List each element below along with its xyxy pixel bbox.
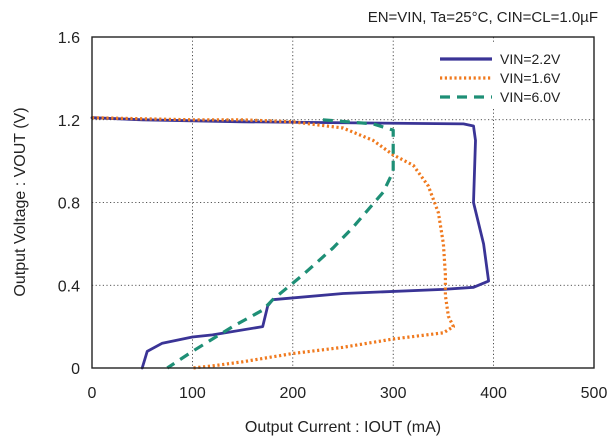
chart-conditions: EN=VIN, Ta=25°C, CIN=CL=1.0µF [368,9,598,26]
legend-label: VIN=2.2V [500,51,561,67]
y-tick-label: 1.6 [58,30,80,47]
x-tick-label: 400 [480,385,507,402]
y-tick-label: 0.4 [58,278,80,295]
series-lines [90,116,491,370]
y-tick-label: 1.2 [58,113,80,130]
series-line-2 [91,116,455,370]
x-tick-label: 100 [179,385,206,402]
x-tick-label: 200 [279,385,306,402]
x-axis-title: Output Current : IOUT (mA) [245,419,441,436]
y-tick-label: 0 [71,361,80,378]
tick-labels: 0 100 200 300 400 500 0 0.4 0.8 1.2 1.6 [58,30,608,402]
series-line-3 [166,118,395,370]
x-tick-label: 500 [581,385,608,402]
y-axis-title: Output Voltage : VOUT (V) [12,107,29,296]
x-tick-label: 300 [380,385,407,402]
series-line-1 [90,116,491,370]
x-tick-label: 0 [88,385,97,402]
legend: VIN=2.2V VIN=1.6V VIN=6.0V [432,42,588,108]
legend-label: VIN=1.6V [500,70,561,86]
plot-frame [91,36,595,369]
y-tick-label: 0.8 [58,196,80,213]
legend-label: VIN=6.0V [500,89,561,105]
